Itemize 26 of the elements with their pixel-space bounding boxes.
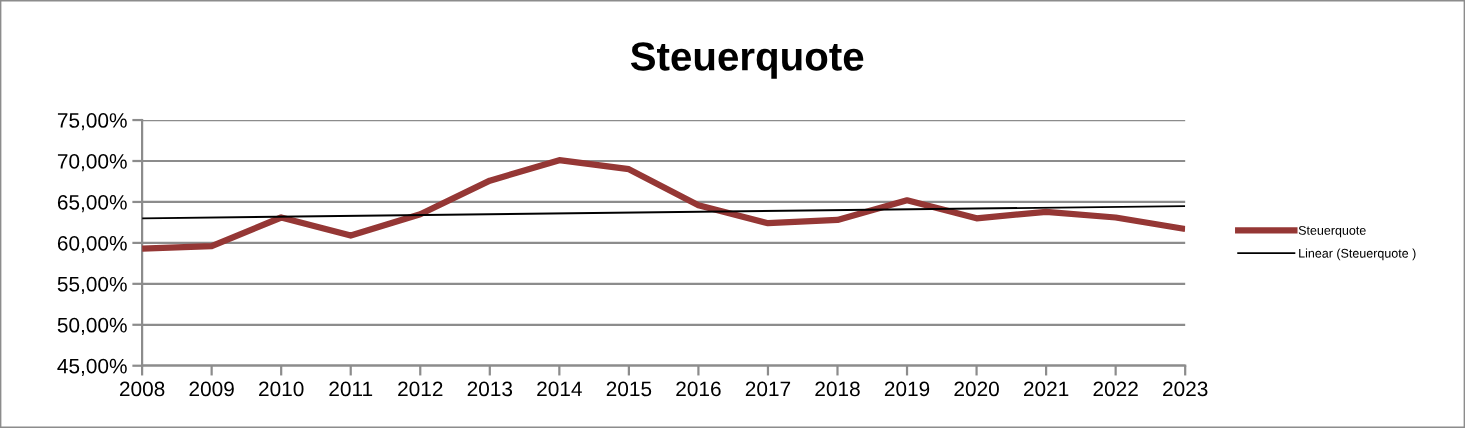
x-tick-label: 2008 xyxy=(119,381,165,397)
x-tick-label: 2023 xyxy=(1163,381,1208,397)
x-tick-label: 2015 xyxy=(606,381,652,397)
y-tick-label: 70,00% xyxy=(57,154,127,172)
y-tick-label: 45,00% xyxy=(57,358,127,376)
x-tick-label: 2014 xyxy=(537,381,582,397)
y-tick-label: 60,00% xyxy=(57,235,127,254)
x-tick-label: 2016 xyxy=(676,381,721,397)
x-tick-label: 2009 xyxy=(189,381,234,397)
x-tick-label: 2021 xyxy=(1023,381,1069,397)
y-tick-label: 55,00% xyxy=(57,276,127,295)
x-tick-label: 2012 xyxy=(398,381,443,397)
x-tick-label: 2022 xyxy=(1093,381,1138,397)
legend-label: Linear (Steuerquote ) xyxy=(1299,248,1416,261)
y-tick-label: 50,00% xyxy=(57,317,127,335)
chart-title: Steuerquote xyxy=(630,42,864,79)
y-tick-label: 65,00% xyxy=(57,194,127,213)
x-tick-label: 2013 xyxy=(467,381,513,397)
y-tick-label: 75,00% xyxy=(57,113,127,131)
x-tick-label: 2011 xyxy=(329,381,373,397)
legend-label: Steuerquote xyxy=(1298,225,1366,238)
x-tick-label: 2020 xyxy=(954,381,999,397)
x-tick-label: 2019 xyxy=(884,381,930,397)
x-tick-label: 2017 xyxy=(745,381,791,397)
x-tick-label: 2018 xyxy=(815,381,860,397)
x-tick-label: 2010 xyxy=(259,381,304,397)
